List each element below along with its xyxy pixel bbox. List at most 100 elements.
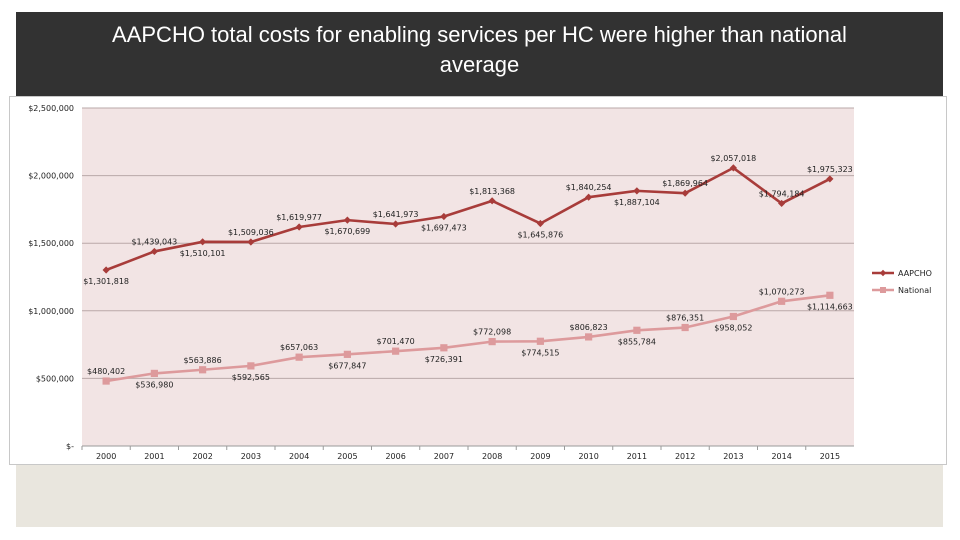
x-tick-label: 2005: [337, 452, 357, 461]
national-point: [343, 350, 351, 358]
lower-panel: [16, 465, 943, 527]
aapcho-data-label: $1,619,977: [276, 213, 322, 222]
national-point: [778, 297, 786, 305]
aapcho-data-label: $1,301,818: [83, 277, 129, 286]
aapcho-data-label: $1,510,101: [180, 249, 226, 258]
aapcho-point: [778, 199, 786, 208]
aapcho-point: [199, 238, 207, 246]
aapcho-point: [585, 193, 593, 201]
legend: AAPCHO National: [872, 269, 932, 295]
line-chart: $2,500,000 $2,000,000 $1,500,000 $1,000,000…: [28, 104, 932, 461]
aapcho-data-label: $1,869,964: [662, 179, 708, 188]
aapcho-data-label: $1,645,876: [517, 230, 563, 239]
national-legend-label: National: [898, 286, 931, 295]
x-tick-label: 2009: [530, 452, 550, 461]
national-point: [440, 344, 448, 352]
national-point: [826, 291, 834, 299]
national-data-label: $677,847: [328, 361, 366, 370]
x-tick-label: 2003: [241, 452, 261, 461]
aapcho-data-label: $1,697,473: [421, 224, 467, 233]
national-data-label: $772,098: [473, 328, 511, 337]
x-tick-label: 2007: [434, 452, 454, 461]
aapcho-point: [536, 219, 544, 228]
y-tick-label: $2,000,000: [28, 172, 74, 181]
aapcho-point: [826, 175, 834, 183]
x-tick-label: 2012: [675, 452, 695, 461]
y-tick-label: $500,000: [36, 374, 74, 383]
national-point: [247, 362, 255, 370]
national-data-label: $592,565: [232, 373, 270, 382]
aapcho-data-label: $1,975,323: [807, 165, 853, 174]
aapcho-legend-marker: [879, 269, 887, 277]
national-point: [150, 369, 158, 378]
national-point: [488, 338, 496, 346]
national-point: [295, 353, 303, 361]
slide-title: AAPCHO total costs for enabling services…: [112, 22, 847, 77]
national-data-label: $806,823: [570, 323, 608, 332]
data-labels: $1,301,818 $1,439,043$1,510,101 $1,509,036…: [83, 154, 853, 390]
national-data-label: $657,063: [280, 343, 318, 352]
national-data-label: $726,391: [425, 355, 463, 364]
x-tick-label: 2004: [289, 452, 309, 461]
national-point: [102, 377, 110, 385]
aapcho-data-label: $1,813,368: [469, 187, 515, 196]
national-point: [392, 347, 400, 355]
national-data-label: $1,070,273: [759, 287, 805, 296]
aapcho-data-label: $1,887,104: [614, 198, 660, 207]
national-point: [729, 312, 737, 321]
aapcho-point: [681, 189, 689, 197]
aapcho-point: [488, 197, 496, 205]
national-point: [681, 323, 689, 332]
aapcho-point: [729, 164, 737, 172]
national-point: [585, 333, 593, 341]
x-tick-label: 2001: [144, 452, 164, 461]
aapcho-data-label: $1,840,254: [566, 183, 612, 192]
national-data-label: $480,402: [87, 367, 125, 376]
x-tick-label: 2010: [578, 452, 598, 461]
x-axis-ticks: 2000 2001 2002 2003 2004 2005 2006 2007 2008 2009…: [81, 446, 840, 461]
x-tick-label: 2015: [820, 452, 840, 461]
aapcho-point: [343, 216, 351, 224]
aapcho-data-label: $2,057,018: [710, 154, 756, 163]
x-tick-label: 2002: [192, 452, 212, 461]
aapcho-data-label: $1,794,184: [759, 189, 805, 198]
aapcho-point: [295, 223, 303, 231]
national-series-line: [105, 294, 831, 383]
aapcho-data-label: $1,509,036: [228, 228, 274, 237]
aapcho-point: [392, 220, 400, 228]
series-lines: [102, 164, 834, 385]
aapcho-data-label: $1,641,973: [373, 210, 419, 219]
aapcho-data-label: $1,439,043: [131, 237, 177, 246]
aapcho-point: [440, 212, 448, 221]
national-legend-marker: [880, 287, 886, 293]
x-tick-label: 2011: [627, 452, 647, 461]
x-tick-label: 2013: [723, 452, 743, 461]
national-data-label: $536,980: [135, 380, 173, 389]
y-tick-label: $1,000,000: [28, 307, 74, 316]
y-tick-label: $1,500,000: [28, 239, 74, 248]
y-axis-ticks: $2,500,000 $2,000,000 $1,500,000 $1,000,000…: [28, 104, 74, 451]
x-tick-label: 2014: [771, 452, 791, 461]
national-point: [633, 326, 641, 334]
aapcho-series-line: [105, 166, 831, 272]
aapcho-data-label: $1,670,699: [324, 227, 370, 236]
aapcho-point: [247, 238, 255, 246]
national-data-label: $876,351: [666, 314, 704, 323]
x-tick-label: 2006: [385, 452, 405, 461]
x-tick-label: 2008: [482, 452, 502, 461]
aapcho-point: [150, 247, 158, 256]
national-data-label: $855,784: [618, 337, 656, 346]
aapcho-legend-label: AAPCHO: [898, 269, 932, 278]
national-point: [199, 366, 207, 374]
national-data-label: $958,052: [714, 323, 752, 332]
national-data-label: $1,114,663: [807, 302, 853, 311]
national-data-label: $563,886: [184, 356, 222, 365]
y-tick-label: $-: [66, 442, 74, 451]
national-point: [536, 337, 544, 345]
plot-area: [82, 108, 854, 446]
national-data-label: $701,470: [377, 337, 415, 346]
x-tick-label: 2000: [96, 452, 116, 461]
title-bar: AAPCHO total costs for enabling services…: [16, 12, 943, 96]
y-tick-label: $2,500,000: [28, 104, 74, 113]
aapcho-point: [102, 266, 110, 274]
